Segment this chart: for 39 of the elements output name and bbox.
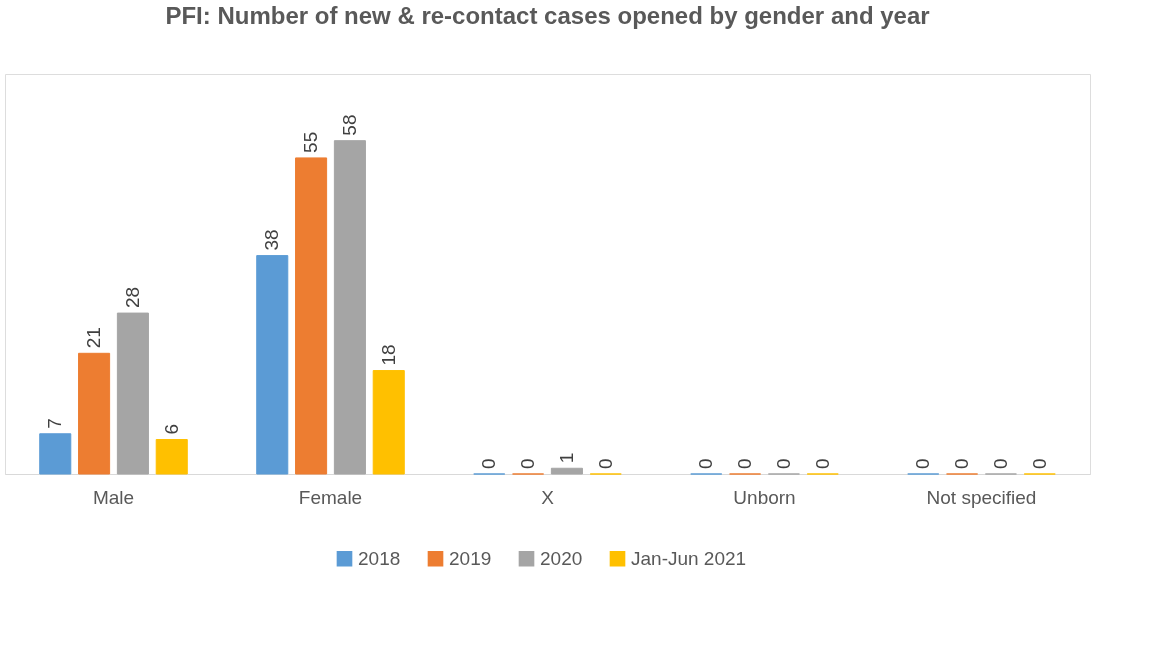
data-label: 7	[44, 418, 66, 429]
chart-title: PFI: Number of new & re-contact cases opened by gender and year	[165, 2, 930, 29]
bar	[256, 255, 289, 475]
bar	[78, 352, 111, 475]
data-label: 21	[83, 327, 105, 349]
data-label: 0	[594, 458, 616, 469]
data-label: 55	[300, 131, 322, 153]
x-tick-label: Female	[298, 486, 363, 508]
bar	[39, 433, 72, 475]
data-label: 28	[121, 286, 143, 309]
data-label: 38	[261, 229, 283, 251]
data-label: 0	[912, 458, 934, 469]
x-tick-label: Unborn	[733, 486, 796, 508]
bar	[116, 312, 149, 475]
data-label: 0	[1028, 458, 1050, 469]
x-tick-label: X	[541, 486, 555, 508]
legend-label: 2018	[358, 547, 401, 569]
x-tick-label: Not specified	[926, 486, 1037, 508]
x-tick-label: Male	[92, 486, 135, 508]
data-label: 1	[555, 452, 577, 464]
legend-label: 2020	[540, 547, 583, 569]
bar	[295, 157, 328, 475]
data-label: 0	[517, 458, 539, 469]
bar	[333, 140, 366, 475]
bar	[372, 370, 405, 475]
data-label: 0	[989, 458, 1011, 469]
legend-label: 2019	[449, 547, 492, 569]
data-label: 0	[695, 458, 717, 469]
data-label: 0	[772, 458, 794, 469]
data-label: 0	[734, 458, 756, 469]
data-label: 6	[160, 423, 182, 435]
legend-label: Jan-Jun 2021	[631, 547, 747, 569]
bar	[155, 439, 188, 475]
data-label: 18	[377, 344, 399, 366]
data-label: 0	[478, 458, 500, 469]
data-label: 0	[811, 458, 833, 469]
data-label: 58	[338, 114, 360, 136]
data-label: 0	[951, 458, 973, 469]
bar	[550, 467, 583, 475]
